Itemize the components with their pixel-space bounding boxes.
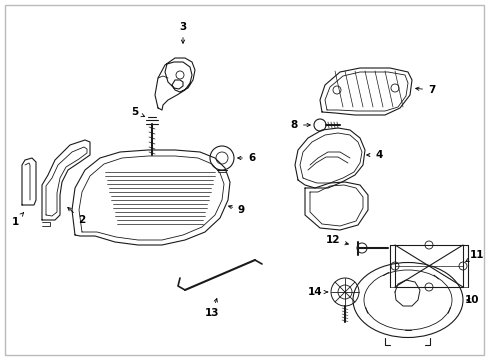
Text: 4: 4 bbox=[366, 150, 382, 160]
Text: 8: 8 bbox=[290, 120, 310, 130]
Text: 7: 7 bbox=[415, 85, 434, 95]
Text: 3: 3 bbox=[179, 22, 186, 43]
Text: 12: 12 bbox=[325, 235, 347, 245]
Text: 5: 5 bbox=[130, 107, 144, 117]
Text: 10: 10 bbox=[464, 295, 479, 305]
Text: 2: 2 bbox=[68, 207, 85, 225]
Text: 11: 11 bbox=[465, 250, 484, 261]
Text: 14: 14 bbox=[307, 287, 327, 297]
Text: 1: 1 bbox=[11, 213, 23, 227]
Bar bbox=[394, 245, 462, 287]
Text: 13: 13 bbox=[204, 298, 219, 318]
Text: 6: 6 bbox=[237, 153, 255, 163]
Text: 9: 9 bbox=[228, 205, 244, 215]
